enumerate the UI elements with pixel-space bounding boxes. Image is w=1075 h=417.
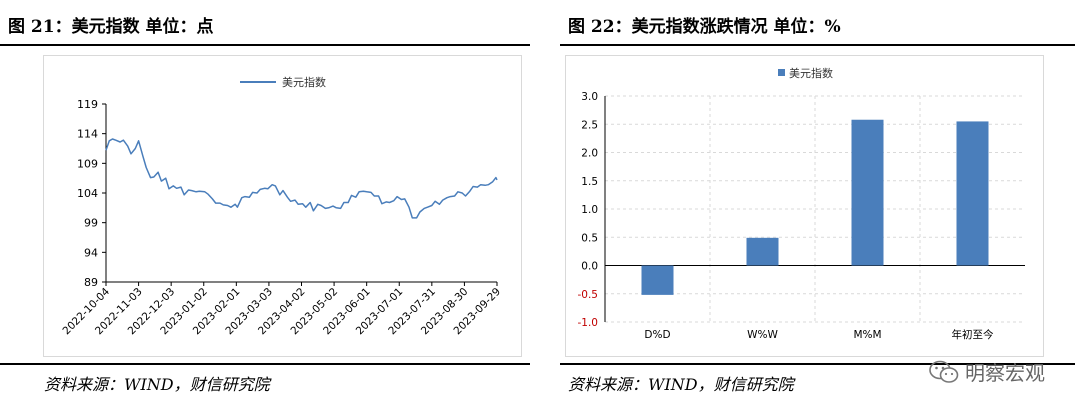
y-tick-label: 104 bbox=[77, 187, 98, 200]
figure-21-source: 资料来源：WIND，财信研究院 bbox=[44, 375, 270, 394]
title-rule bbox=[560, 44, 1075, 46]
y-tick-label: 1.5 bbox=[581, 176, 598, 188]
dollar-index-change-bar-chart: 美元指数 -1.0 -0.5 0.0 0.5 1.0 1.5 2.0 2.5 3.0 D%D W%W M… bbox=[578, 66, 1025, 341]
wechat-icon bbox=[929, 360, 959, 383]
y-tick-label: 109 bbox=[77, 157, 98, 170]
bar-chart-frame: 美元指数 -1.0 -0.5 0.0 0.5 1.0 1.5 2.0 2.5 3.0 D%D W%W M… bbox=[565, 55, 1044, 357]
bar-0 bbox=[641, 265, 674, 295]
legend-label: 美元指数 bbox=[789, 66, 833, 80]
title-rule bbox=[0, 44, 530, 46]
legend-bar-swatch bbox=[778, 69, 785, 76]
y-tick-label: 3.0 bbox=[581, 91, 598, 103]
y-tick-label: -1.0 bbox=[578, 317, 599, 329]
source-rule bbox=[560, 363, 1075, 365]
figure-21-panel: 图 21：美元指数 单位：点 美元指数 89 94 99 104 109 114 119 202… bbox=[0, 0, 530, 417]
y-tick-label: 2.0 bbox=[581, 148, 598, 160]
dollar-index-line-chart: 美元指数8994991041091141192022-10-042022-11-… bbox=[60, 75, 503, 337]
figure-22-source: 资料来源：WIND，财信研究院 bbox=[568, 375, 794, 394]
figure-22-title: 图 22：美元指数涨跌情况 单位：% bbox=[568, 17, 841, 37]
bar-1 bbox=[746, 237, 779, 266]
y-tick-label: 1.0 bbox=[581, 204, 598, 216]
watermark-text: 明察宏观 bbox=[965, 361, 1045, 385]
line-chart-frame: 美元指数 89 94 99 104 109 114 119 2022-10-04 2022-11-… bbox=[43, 55, 522, 357]
y-tick-label: 119 bbox=[77, 98, 98, 111]
y-tick-label: 114 bbox=[77, 128, 98, 141]
series-line-dollar-index bbox=[105, 138, 498, 219]
source-rule bbox=[0, 363, 530, 365]
figure-22-panel: 图 22：美元指数涨跌情况 单位：% 美元指数 -1.0 -0.5 0.0 0.5 1.0… bbox=[560, 0, 1075, 417]
wechat-watermark: 明察宏观 bbox=[929, 357, 1045, 386]
x-category-label: M%M bbox=[853, 329, 881, 341]
y-tick-label: 2.5 bbox=[581, 119, 598, 131]
y-tick-label: 89 bbox=[84, 276, 98, 289]
y-tick-label: 0.5 bbox=[581, 232, 598, 244]
x-category-label: D%D bbox=[644, 329, 670, 341]
figure-21-title: 图 21：美元指数 单位：点 bbox=[8, 17, 214, 37]
y-tick-label: 94 bbox=[84, 246, 98, 259]
x-category-label: W%W bbox=[747, 329, 778, 341]
legend-label: 美元指数 bbox=[282, 75, 326, 89]
y-tick-label: 99 bbox=[84, 217, 98, 230]
bar-3 bbox=[956, 121, 989, 266]
x-category-label: 年初至今 bbox=[952, 328, 994, 341]
y-tick-label: 0.0 bbox=[581, 261, 598, 273]
y-tick-label: -0.5 bbox=[578, 289, 599, 301]
bar-2 bbox=[851, 119, 884, 266]
